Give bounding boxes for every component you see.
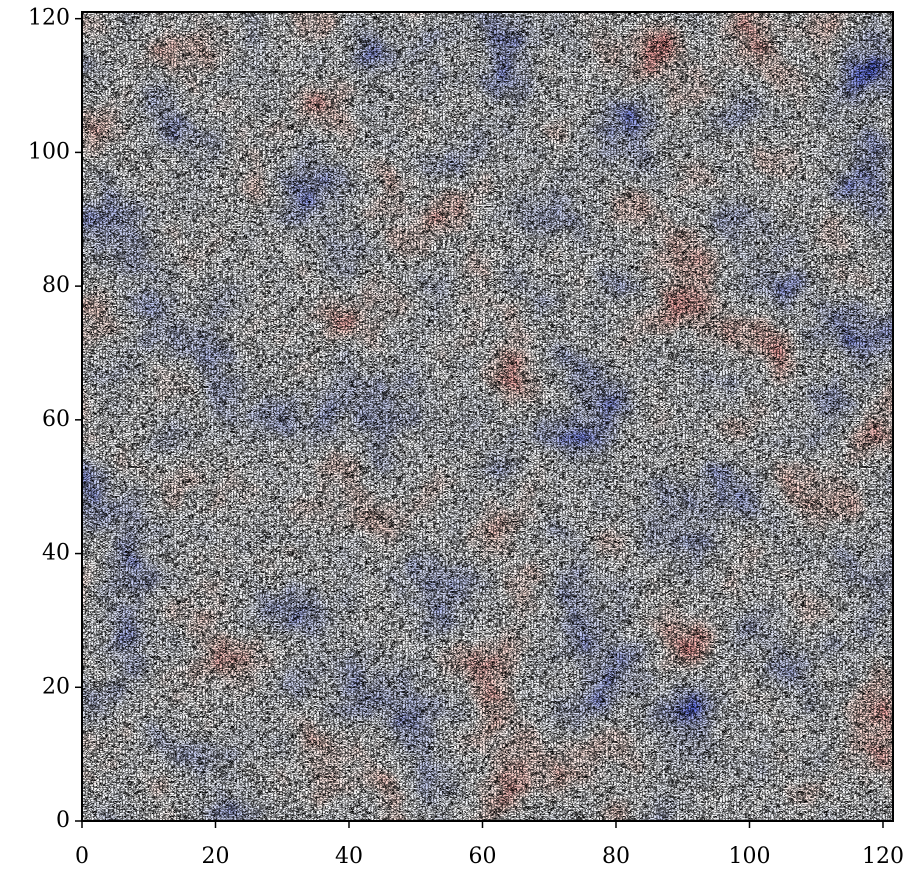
y-tick-label: 20	[42, 674, 70, 699]
x-tick-label: 80	[602, 844, 630, 869]
field-image	[82, 12, 893, 821]
x-tick-label: 40	[335, 844, 363, 869]
y-tick-label: 120	[28, 6, 70, 31]
plot-frame	[81, 11, 894, 822]
x-tick-label: 0	[75, 844, 89, 869]
y-tick-label: 80	[42, 273, 70, 298]
y-tick-label: 40	[42, 541, 70, 566]
x-tick-label: 100	[728, 844, 770, 869]
x-tick-label: 20	[201, 844, 229, 869]
x-tick-label: 60	[468, 844, 496, 869]
y-tick-label: 0	[56, 808, 70, 833]
x-tick-label: 120	[862, 844, 904, 869]
y-tick-label: 100	[28, 139, 70, 164]
y-tick-label: 60	[42, 407, 70, 432]
